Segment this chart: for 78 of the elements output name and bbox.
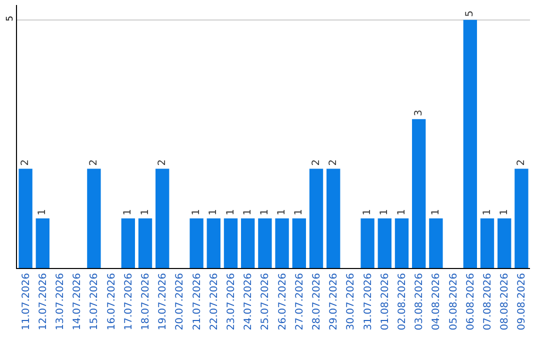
x-tick-label: 08.08.2026	[500, 273, 511, 330]
data-label: 1	[498, 209, 510, 216]
bar	[378, 218, 392, 268]
bar	[224, 218, 238, 268]
data-label: 1	[362, 209, 374, 216]
data-label: 2	[156, 159, 168, 166]
bar	[138, 218, 152, 268]
bar	[36, 218, 50, 268]
bar	[309, 168, 324, 268]
x-tick-label: 05.08.2026	[448, 273, 460, 330]
data-label: 2	[310, 159, 322, 166]
x-tick-label: 27.07.2026	[294, 273, 306, 330]
bar	[360, 218, 374, 268]
bar	[156, 168, 170, 268]
bar	[87, 168, 101, 268]
bar	[258, 218, 272, 268]
bar	[394, 218, 409, 268]
x-tick-label: 26.07.2026	[277, 273, 288, 330]
data-label: 1	[482, 209, 493, 216]
x-tick-label: 12.07.2026	[38, 273, 49, 330]
x-tick-label: 04.08.2026	[431, 273, 442, 330]
data-label: 1	[37, 209, 48, 216]
x-tick-label: 03.08.2026	[414, 273, 426, 330]
data-label: 2	[88, 159, 100, 166]
data-label: 1	[140, 209, 151, 216]
x-tick-label: 07.08.2026	[482, 273, 494, 330]
bar	[463, 20, 477, 268]
x-tick-label: 17.07.2026	[123, 273, 134, 330]
data-label: 1	[122, 209, 134, 216]
x-tick-label: 01.08.2026	[380, 273, 391, 330]
data-label: 1	[294, 209, 305, 216]
bar	[326, 168, 340, 268]
bar	[18, 168, 32, 268]
data-label: 1	[379, 209, 390, 216]
x-tick-label: 20.07.2026	[174, 273, 186, 330]
data-label: 1	[396, 209, 408, 216]
bar	[121, 218, 135, 268]
x-tick-label: 21.07.2026	[192, 273, 203, 330]
x-tick-label: 24.07.2026	[243, 273, 254, 330]
x-tick-label: 15.07.2026	[89, 273, 100, 330]
bar	[514, 168, 528, 268]
data-label: 1	[242, 209, 254, 216]
data-label: 1	[430, 209, 442, 216]
x-tick-label: 25.07.2026	[260, 273, 272, 330]
bar	[429, 218, 443, 268]
bar	[480, 218, 494, 268]
data-label: 2	[516, 159, 527, 166]
bar	[206, 218, 220, 268]
x-tick-label: 31.07.2026	[362, 273, 374, 330]
x-tick-label: 22.07.2026	[208, 273, 220, 330]
bar	[498, 218, 512, 268]
bar	[241, 218, 255, 268]
x-tick-label: 02.08.2026	[397, 273, 408, 330]
bar	[412, 119, 426, 268]
x-tick-label: 13.07.2026	[55, 273, 66, 330]
data-label: 2	[20, 159, 32, 166]
x-tick-label: 19.07.2026	[158, 273, 169, 330]
bar	[190, 218, 204, 268]
data-label: 2	[328, 159, 339, 166]
x-tick-label: 18.07.2026	[140, 273, 152, 330]
x-tick-label: 09.08.2026	[516, 273, 528, 330]
data-label: 1	[191, 209, 202, 216]
bar	[275, 218, 289, 268]
x-tick-label: 28.07.2026	[312, 273, 322, 330]
data-label: 1	[276, 209, 288, 216]
data-label: 1	[208, 209, 220, 216]
data-label: 5	[464, 10, 476, 17]
x-tick-label: 16.07.2026	[106, 273, 118, 330]
x-tick-label: 06.08.2026	[465, 273, 476, 330]
data-label: 1	[225, 209, 236, 216]
data-label: 1	[259, 209, 270, 216]
x-tick-label: 29.07.2026	[328, 273, 340, 330]
bar	[292, 218, 306, 268]
data-label: 3	[413, 110, 424, 116]
x-tick-label: 11.07.2026	[20, 273, 32, 330]
x-tick-label: 23.07.2026	[226, 273, 237, 330]
x-tick-label: 30.07.2026	[346, 273, 357, 330]
x-tick-label: 14.07.2026	[72, 273, 84, 330]
